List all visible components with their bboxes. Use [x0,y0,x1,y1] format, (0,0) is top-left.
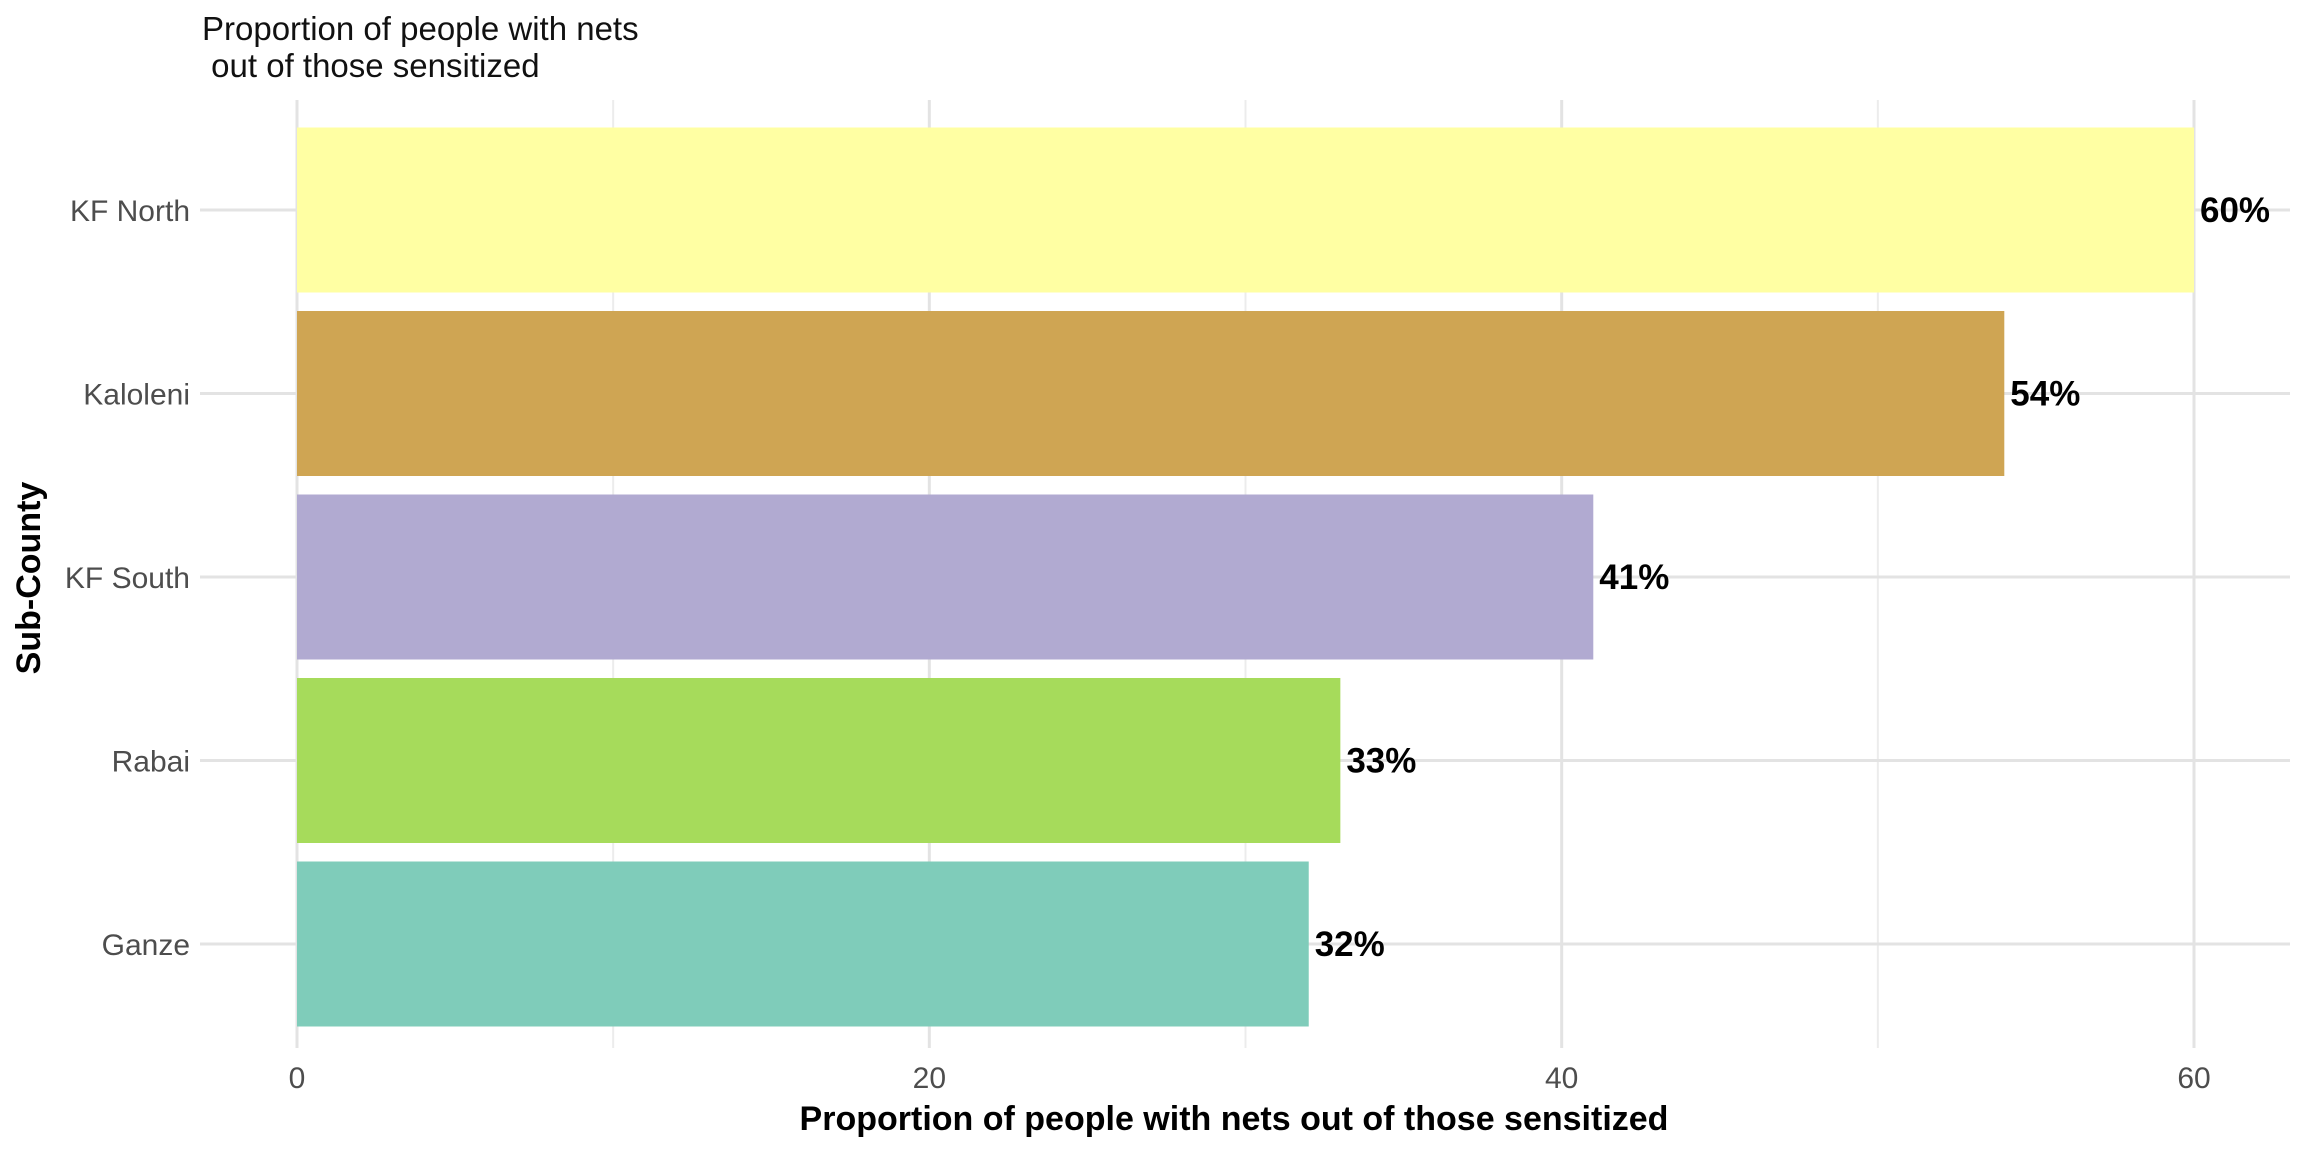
bar-ganze [297,861,1309,1027]
y-tick-label: KF South [65,562,190,595]
data-label: 54% [2010,375,2080,414]
y-tick-label: Ganze [102,929,190,962]
y-axis-title: Sub-County [10,482,48,675]
x-tick-label: 40 [1545,1062,1578,1095]
y-axis-ticks: KF North Kaloleni KF South Rabai Ganze [65,195,190,962]
bar-kf-south [297,494,1594,660]
x-tick-label: 0 [289,1062,306,1095]
bar-rabai [297,678,1341,843]
data-label: 41% [1599,558,1669,597]
x-tick-label: 60 [2177,1062,2210,1095]
data-label: 60% [2200,191,2270,230]
y-tick-label: KF North [70,195,190,228]
y-tick-label: Kaloleni [83,379,190,412]
bar-kf-north [297,127,2194,293]
chart-title-line-2: out of those sensitized [202,47,540,84]
data-label: 33% [1346,742,1416,781]
x-axis-title: Proportion of people with nets out of th… [800,1100,1669,1138]
x-axis-ticks: 0 20 40 60 [289,1062,2211,1095]
chart-title-line-1: Proportion of people with nets [202,10,639,47]
bars [297,127,2194,1027]
data-label: 32% [1315,925,1385,964]
y-tick-label: Rabai [112,746,190,779]
x-tick-label: 20 [913,1062,946,1095]
bar-kaloleni [297,311,2005,476]
data-labels: 60% 54% 41% 33% 32% [1315,191,2270,964]
